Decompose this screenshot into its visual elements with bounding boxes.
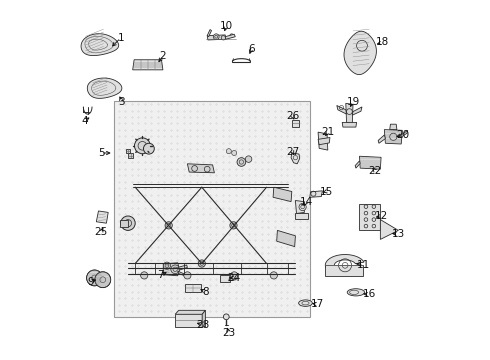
Text: 14: 14 [299,197,313,207]
Text: 22: 22 [368,166,382,176]
Text: 16: 16 [363,289,376,300]
Circle shape [230,34,233,37]
Polygon shape [87,78,122,98]
Polygon shape [342,122,357,127]
Text: 6: 6 [248,44,255,54]
Text: 23: 23 [222,328,235,338]
Text: 1: 1 [118,33,124,43]
Ellipse shape [298,300,312,306]
Polygon shape [207,35,226,40]
Circle shape [230,222,237,229]
Text: 12: 12 [375,211,389,221]
Polygon shape [163,263,179,276]
Polygon shape [95,272,111,288]
Circle shape [232,150,237,156]
Polygon shape [81,34,119,55]
Text: 18: 18 [376,37,389,48]
Polygon shape [229,275,237,281]
Bar [128,153,133,158]
Text: 8: 8 [202,287,209,297]
Bar [185,284,201,292]
Circle shape [223,314,229,320]
Text: 25: 25 [95,227,108,237]
Ellipse shape [347,289,365,296]
Polygon shape [318,132,328,150]
Polygon shape [378,135,386,143]
Bar [325,265,363,276]
Circle shape [226,149,231,154]
Text: 17: 17 [311,299,324,309]
Polygon shape [87,270,102,286]
Circle shape [171,265,179,274]
Polygon shape [178,265,187,270]
Text: 19: 19 [346,96,360,107]
Text: 20: 20 [396,130,409,140]
Circle shape [245,156,252,162]
Polygon shape [295,201,304,213]
Bar [360,204,380,230]
Polygon shape [202,310,205,327]
Text: 4: 4 [81,116,88,126]
Text: 26: 26 [286,111,299,121]
Text: 13: 13 [392,229,405,239]
Text: 3: 3 [119,96,125,107]
Circle shape [237,158,245,166]
Text: 11: 11 [357,260,370,270]
Circle shape [184,272,191,279]
Polygon shape [380,220,398,239]
Bar [292,120,299,127]
Text: 10: 10 [220,21,233,31]
Polygon shape [291,153,300,164]
Polygon shape [225,34,235,39]
Polygon shape [295,213,308,219]
Circle shape [165,222,172,229]
Polygon shape [175,310,205,314]
Circle shape [163,262,171,269]
Text: 9: 9 [87,276,94,287]
Polygon shape [120,220,128,227]
Polygon shape [277,230,295,247]
Polygon shape [346,103,353,123]
Polygon shape [310,191,322,197]
Text: 2: 2 [160,51,166,61]
Text: 15: 15 [319,186,333,197]
Bar [114,101,310,317]
Text: 21: 21 [321,127,335,138]
Bar [175,314,202,327]
Text: 5: 5 [98,148,104,158]
Text: 27: 27 [286,147,299,157]
Circle shape [231,272,238,279]
Circle shape [213,34,219,40]
Circle shape [144,143,154,154]
Circle shape [270,272,277,279]
Bar [220,275,230,282]
Polygon shape [355,161,360,168]
Polygon shape [187,164,215,173]
Polygon shape [133,60,163,70]
Circle shape [134,138,150,154]
Polygon shape [97,211,108,223]
Circle shape [299,203,306,211]
Text: 24: 24 [227,273,240,283]
Bar [126,149,130,153]
Polygon shape [390,124,397,130]
Polygon shape [318,138,330,145]
Circle shape [221,36,225,40]
Polygon shape [344,31,376,75]
Polygon shape [384,130,402,144]
Polygon shape [178,271,187,276]
Polygon shape [352,107,362,115]
Polygon shape [325,255,364,267]
Text: 7: 7 [157,270,164,280]
Polygon shape [360,156,381,169]
Circle shape [141,272,148,279]
Circle shape [198,260,205,267]
Text: 28: 28 [196,320,209,330]
Polygon shape [400,130,408,138]
Circle shape [121,216,135,230]
Polygon shape [273,187,292,202]
Polygon shape [207,30,212,37]
Polygon shape [337,105,346,114]
